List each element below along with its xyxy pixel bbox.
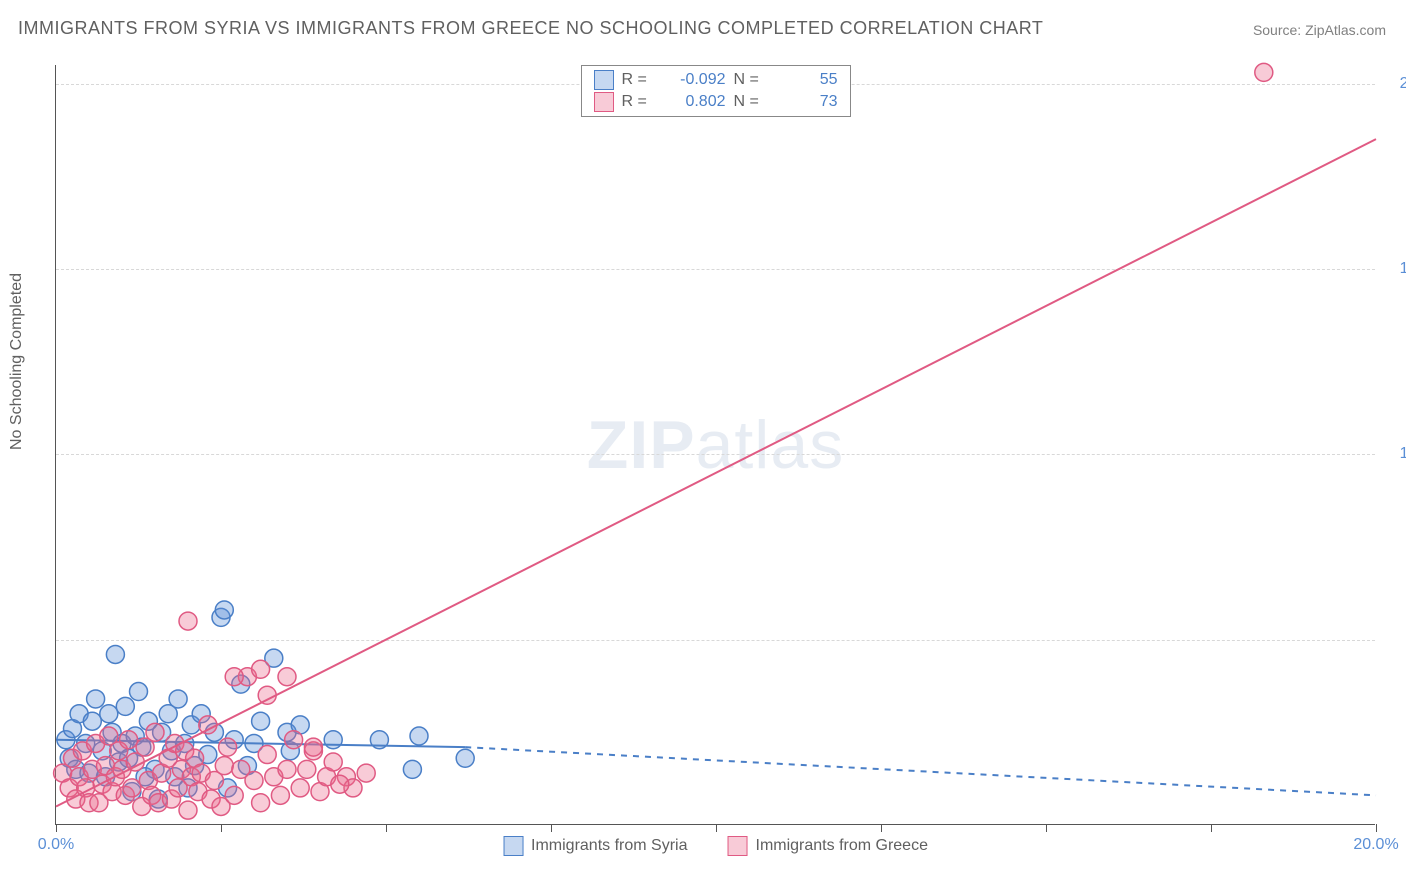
y-tick-label: 20.0% xyxy=(1400,75,1406,93)
scatter-point xyxy=(285,731,303,749)
x-tick-label: 0.0% xyxy=(38,836,74,854)
y-axis-label: No Schooling Completed xyxy=(8,273,26,450)
scatter-point xyxy=(219,738,237,756)
scatter-point xyxy=(304,738,322,756)
source-attribution: Source: ZipAtlas.com xyxy=(1253,22,1386,38)
chart-container: IMMIGRANTS FROM SYRIA VS IMMIGRANTS FROM… xyxy=(0,0,1406,892)
scatter-point xyxy=(278,760,296,778)
x-tick xyxy=(1211,824,1212,832)
r-value: 0.802 xyxy=(662,93,726,111)
x-tick xyxy=(221,824,222,832)
scatter-point xyxy=(130,683,148,701)
scatter-point xyxy=(278,668,296,686)
scatter-point xyxy=(116,697,134,715)
plot-area: ZIPatlas 5.0%10.0%15.0%20.0% 0.0%20.0% R… xyxy=(55,65,1375,825)
n-value: 73 xyxy=(774,93,838,111)
legend-label: Immigrants from Syria xyxy=(531,837,687,855)
scatter-point xyxy=(100,705,118,723)
x-tick xyxy=(716,824,717,832)
scatter-point xyxy=(456,749,474,767)
scatter-point xyxy=(169,690,187,708)
scatter-point xyxy=(87,690,105,708)
legend-swatch-icon xyxy=(727,836,747,856)
r-label: R = xyxy=(622,93,654,111)
scatter-point xyxy=(252,794,270,812)
r-label: R = xyxy=(622,71,654,89)
legend-swatch-icon xyxy=(594,92,614,112)
chart-title: IMMIGRANTS FROM SYRIA VS IMMIGRANTS FROM… xyxy=(18,18,1043,39)
x-tick xyxy=(551,824,552,832)
x-tick xyxy=(386,824,387,832)
scatter-point xyxy=(120,731,138,749)
x-tick xyxy=(1376,824,1377,832)
n-value: 55 xyxy=(774,71,838,89)
scatter-point xyxy=(252,660,270,678)
stats-legend-row: R = -0.092 N = 55 xyxy=(594,70,838,90)
scatter-point xyxy=(199,716,217,734)
scatter-point xyxy=(245,772,263,790)
scatter-point xyxy=(271,786,289,804)
scatter-point xyxy=(215,601,233,619)
scatter-point xyxy=(179,612,197,630)
scatter-point xyxy=(357,764,375,782)
x-tick xyxy=(1046,824,1047,832)
regression-line xyxy=(56,139,1376,806)
series-legend: Immigrants from Syria Immigrants from Gr… xyxy=(503,836,928,856)
scatter-point xyxy=(324,753,342,771)
r-value: -0.092 xyxy=(662,71,726,89)
legend-item: Immigrants from Syria xyxy=(503,836,687,856)
regression-line-extrapolated xyxy=(465,747,1376,795)
legend-swatch-icon xyxy=(503,836,523,856)
x-tick-label: 20.0% xyxy=(1353,836,1398,854)
scatter-point xyxy=(179,801,197,819)
scatter-point xyxy=(252,712,270,730)
scatter-point xyxy=(1255,63,1273,81)
scatter-point xyxy=(258,746,276,764)
legend-swatch-icon xyxy=(594,70,614,90)
scatter-point xyxy=(83,712,101,730)
scatter-point xyxy=(106,645,124,663)
scatter-point xyxy=(410,727,428,745)
scatter-point xyxy=(331,775,349,793)
scatter-point xyxy=(225,786,243,804)
scatter-point xyxy=(324,731,342,749)
scatter-point xyxy=(403,760,421,778)
y-tick-label: 15.0% xyxy=(1400,260,1406,278)
stats-legend-row: R = 0.802 N = 73 xyxy=(594,92,838,112)
scatter-plot-svg xyxy=(56,65,1375,824)
scatter-point xyxy=(146,723,164,741)
y-tick-label: 10.0% xyxy=(1400,445,1406,463)
scatter-point xyxy=(291,779,309,797)
legend-label: Immigrants from Greece xyxy=(755,837,927,855)
scatter-point xyxy=(123,779,141,797)
legend-item: Immigrants from Greece xyxy=(727,836,927,856)
stats-legend: R = -0.092 N = 55 R = 0.802 N = 73 xyxy=(581,65,851,117)
scatter-point xyxy=(298,760,316,778)
scatter-point xyxy=(258,686,276,704)
n-label: N = xyxy=(734,71,766,89)
n-label: N = xyxy=(734,93,766,111)
scatter-point xyxy=(225,668,243,686)
x-tick xyxy=(56,824,57,832)
scatter-point xyxy=(215,757,233,775)
x-tick xyxy=(881,824,882,832)
